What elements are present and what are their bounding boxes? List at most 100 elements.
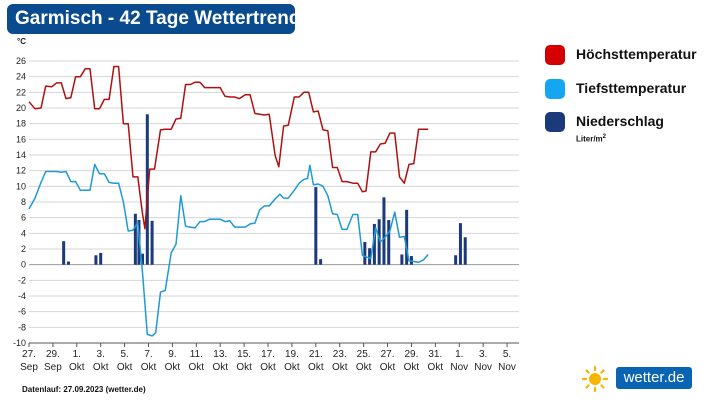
precipitation-bar: [454, 255, 458, 265]
x-tick-label-month: Okt: [284, 362, 300, 373]
precipitation-bar: [382, 197, 386, 265]
y-tick-label: 18: [16, 119, 26, 129]
legend-swatch-min-temp: [545, 79, 565, 99]
y-tick-label: 0: [21, 260, 26, 270]
x-tick-label-day: 29.: [46, 349, 60, 360]
x-tick-label-month: Okt: [380, 362, 396, 373]
legend-swatch-precipitation: [545, 112, 565, 132]
precipitation-bar: [62, 241, 66, 265]
precipitation-bar: [368, 248, 372, 265]
legend-label-precipitation: Niederschlag: [576, 113, 664, 129]
min-temp-line: [28, 163, 429, 337]
y-tick-label: 14: [16, 150, 26, 160]
precipitation-unit: Liter/m2: [576, 134, 606, 144]
x-tick-label-month: Okt: [189, 362, 205, 373]
y-tick-label: -8: [18, 322, 26, 332]
y-tick-label: 24: [16, 72, 26, 82]
y-tick-label: -10: [13, 338, 26, 348]
y-axis-unit: °C: [17, 37, 26, 46]
x-tick-label-month: Okt: [356, 362, 372, 373]
wetter-logo[interactable]: wetter.de: [582, 364, 696, 394]
precipitation-bar: [141, 253, 145, 265]
x-tick-label-month: Okt: [308, 362, 324, 373]
x-tick-label-day: 5.: [120, 349, 128, 360]
x-tick-label-month: Okt: [404, 362, 420, 373]
x-tick-label-day: 29.: [404, 349, 418, 360]
legend-label-min-temp: Tiefsttemperatur: [576, 80, 687, 96]
x-tick-label-day: 9.: [168, 349, 176, 360]
x-tick-label-day: 1.: [73, 349, 81, 360]
precipitation-bar: [314, 187, 318, 265]
precipitation-bar: [377, 219, 381, 265]
x-tick-label-day: 31.: [428, 349, 442, 360]
precipitation-bar: [319, 259, 323, 265]
y-tick-label: -2: [18, 275, 26, 285]
chart-title: Garmisch - 42 Tage Wettertrend: [7, 4, 300, 34]
x-tick-label-day: 13.: [213, 349, 227, 360]
y-tick-label: 20: [16, 103, 26, 113]
sun-icon: [582, 366, 608, 392]
precipitation-bar: [66, 261, 70, 265]
run-date-note: Datenlauf: 27.09.2023 (wetter.de): [22, 385, 146, 394]
x-tick-label-month: Okt: [260, 362, 276, 373]
y-tick-label: 8: [21, 197, 26, 207]
x-tick-label-day: 27.: [22, 349, 36, 360]
x-tick-label-day: 25.: [357, 349, 371, 360]
precipitation-bar: [458, 223, 462, 265]
y-tick-label: 4: [21, 228, 26, 238]
chart-title-text: Garmisch - 42 Tage Wettertrend: [15, 8, 301, 29]
wetter-logo-text: wetter.de: [616, 367, 692, 389]
x-tick-label-month: Okt: [236, 362, 252, 373]
y-tick-label: -4: [18, 291, 26, 301]
x-tick-label-day: 3.: [479, 349, 487, 360]
x-tick-label-day: 17.: [261, 349, 275, 360]
y-tick-label: 2: [21, 244, 26, 254]
x-tick-label-month: Okt: [428, 362, 444, 373]
x-tick-label-month: Okt: [141, 362, 157, 373]
legend-swatch-max-temp: [545, 45, 565, 65]
x-tick-label-day: 11.: [190, 349, 203, 360]
x-tick-label-month: Okt: [212, 362, 228, 373]
x-tick-label-day: 19.: [285, 349, 299, 360]
x-tick-label-month: Okt: [165, 362, 181, 373]
y-tick-label: 6: [21, 213, 26, 223]
precipitation-bar: [94, 255, 98, 265]
x-tick-label-month: Okt: [117, 362, 133, 373]
precipitation-bar: [363, 241, 367, 265]
max-temp-line: [28, 65, 429, 230]
x-tick-label-day: 1.: [455, 349, 463, 360]
precipitation-unit-text: Liter/m: [576, 134, 603, 144]
precipitation-bar: [463, 237, 467, 265]
precipitation-bar: [405, 209, 409, 265]
x-tick-label-day: 27.: [381, 349, 395, 360]
precipitation-unit-sup: 2: [602, 134, 607, 140]
y-tick-label: 10: [16, 181, 26, 191]
precipitation-bar: [372, 223, 376, 265]
y-tick-label: 16: [16, 134, 26, 144]
x-tick-label-day: 7.: [144, 349, 152, 360]
x-tick-label-month: Nov: [498, 362, 516, 373]
x-tick-label-month: Sep: [20, 362, 38, 373]
x-tick-label-month: Okt: [332, 362, 348, 373]
legend-label-max-temp: Höchsttemperatur: [576, 46, 697, 62]
x-tick-label-day: 21.: [309, 349, 323, 360]
precipitation-bar: [133, 213, 137, 265]
x-tick-label-day: 5.: [503, 349, 511, 360]
y-tick-label: 12: [16, 166, 26, 176]
y-tick-label: -6: [18, 307, 26, 317]
y-tick-label: 26: [16, 56, 26, 66]
x-tick-label-month: Okt: [69, 362, 85, 373]
precipitation-bar: [400, 254, 404, 265]
x-tick-label-month: Nov: [450, 362, 468, 373]
precipitation-bar: [409, 256, 413, 265]
precipitation-bar: [387, 220, 391, 265]
y-tick-label: 22: [16, 87, 26, 97]
precipitation-bar: [150, 220, 154, 265]
x-tick-label-month: Okt: [93, 362, 109, 373]
precipitation-bar: [99, 252, 103, 265]
x-tick-label-day: 15.: [237, 349, 251, 360]
x-tick-label-month: Nov: [474, 362, 492, 373]
x-tick-label-day: 3.: [97, 349, 105, 360]
x-tick-label-month: Sep: [44, 362, 62, 373]
